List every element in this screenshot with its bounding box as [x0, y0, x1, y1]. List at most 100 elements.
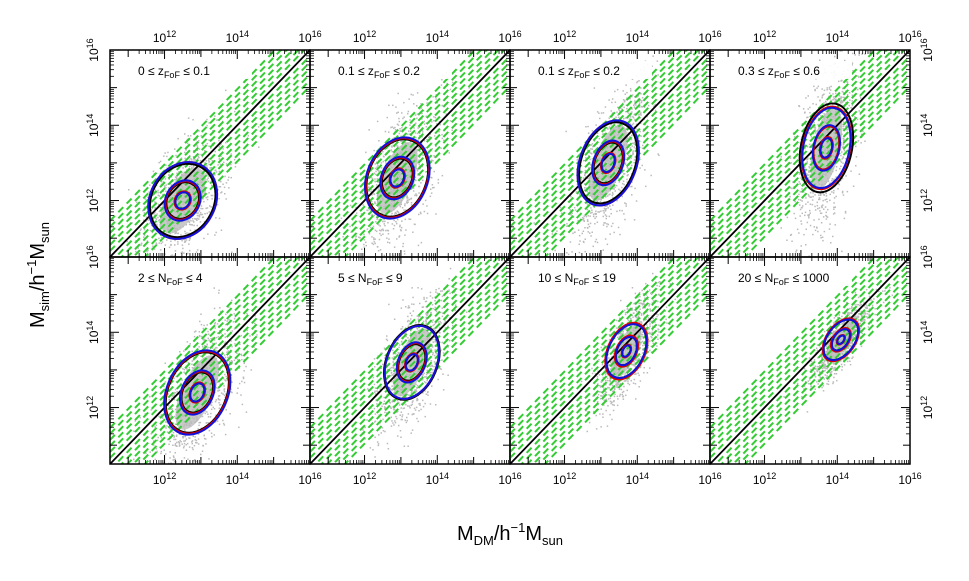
data-point	[593, 152, 596, 154]
data-point	[196, 214, 199, 217]
data-point	[416, 168, 418, 170]
data-point	[591, 143, 594, 145]
data-point	[599, 117, 601, 120]
data-point	[576, 159, 579, 161]
data-point	[569, 209, 571, 211]
data-point	[631, 111, 633, 113]
data-point	[368, 232, 371, 235]
data-point	[185, 239, 188, 241]
data-point	[412, 231, 414, 233]
data-point	[589, 194, 591, 197]
data-point	[419, 150, 421, 153]
data-point	[809, 212, 811, 214]
data-point	[629, 97, 631, 100]
data-point	[423, 140, 426, 142]
data-point	[652, 55, 654, 57]
data-point	[551, 233, 554, 235]
data-point	[820, 42, 822, 44]
data-point	[844, 210, 847, 213]
data-point	[396, 123, 399, 125]
data-point	[829, 182, 832, 184]
data-point	[204, 192, 206, 195]
data-point	[812, 192, 814, 194]
data-point	[634, 100, 636, 102]
data-point	[818, 197, 821, 199]
data-point	[185, 466, 187, 468]
data-point	[823, 230, 826, 233]
data-point	[382, 151, 384, 153]
data-point	[168, 174, 170, 176]
data-point	[623, 169, 625, 172]
data-point	[824, 199, 826, 201]
data-point	[432, 187, 434, 189]
data-point	[840, 80, 842, 82]
data-point	[805, 97, 807, 99]
label-pre: 0.1 ≤ z	[538, 64, 574, 78]
data-point	[144, 198, 147, 200]
data-point	[604, 209, 607, 212]
data-point	[596, 132, 599, 134]
data-point	[196, 149, 199, 151]
data-point	[806, 221, 809, 224]
data-point	[188, 159, 191, 161]
data-point	[214, 115, 216, 117]
data-point	[174, 239, 176, 242]
tick-base: 10	[553, 31, 567, 45]
data-point	[846, 152, 848, 155]
data-point	[621, 195, 623, 198]
tick-base: 10	[826, 31, 840, 45]
data-point	[394, 213, 396, 215]
band-line	[720, 61, 910, 257]
data-point	[626, 91, 628, 94]
data-point	[796, 228, 799, 231]
data-point	[164, 453, 167, 455]
data-point	[594, 223, 596, 225]
data-point	[832, 93, 834, 95]
data-point	[155, 242, 158, 244]
data-point	[842, 87, 844, 90]
data-point	[802, 108, 805, 110]
one-to-one-line	[110, 50, 310, 257]
data-point	[177, 243, 179, 245]
data-point	[574, 231, 576, 233]
data-point	[865, 50, 868, 52]
data-point	[828, 228, 831, 230]
data-point	[387, 260, 389, 262]
data-point	[371, 194, 373, 196]
data-point	[191, 440, 194, 442]
data-point	[201, 415, 204, 418]
data-point	[217, 189, 219, 191]
data-point	[780, 227, 782, 229]
data-point	[140, 242, 143, 245]
data-point	[595, 151, 597, 153]
data-point	[821, 111, 824, 114]
tick-exponent: 12	[85, 189, 95, 199]
data-point	[639, 117, 641, 119]
data-point	[422, 154, 424, 156]
data-point	[842, 127, 844, 130]
data-point	[808, 170, 810, 172]
data-point	[428, 136, 430, 139]
data-point	[621, 186, 623, 189]
data-point	[355, 206, 357, 209]
data-point	[786, 216, 789, 219]
data-point	[415, 122, 417, 124]
data-point	[807, 116, 809, 118]
data-point	[813, 121, 815, 124]
data-point	[195, 159, 197, 161]
data-point	[590, 152, 592, 154]
data-point	[359, 237, 361, 239]
data-point	[170, 243, 172, 246]
data-point	[239, 343, 241, 345]
data-point	[651, 74, 654, 76]
data-point	[211, 401, 213, 404]
data-point	[573, 206, 576, 209]
data-point	[208, 122, 210, 124]
data-point	[790, 162, 792, 164]
data-point	[159, 160, 162, 163]
data-point	[828, 88, 831, 90]
data-point	[835, 166, 838, 168]
data-point	[639, 167, 641, 169]
data-point	[799, 199, 802, 201]
blue-contour	[147, 161, 219, 240]
